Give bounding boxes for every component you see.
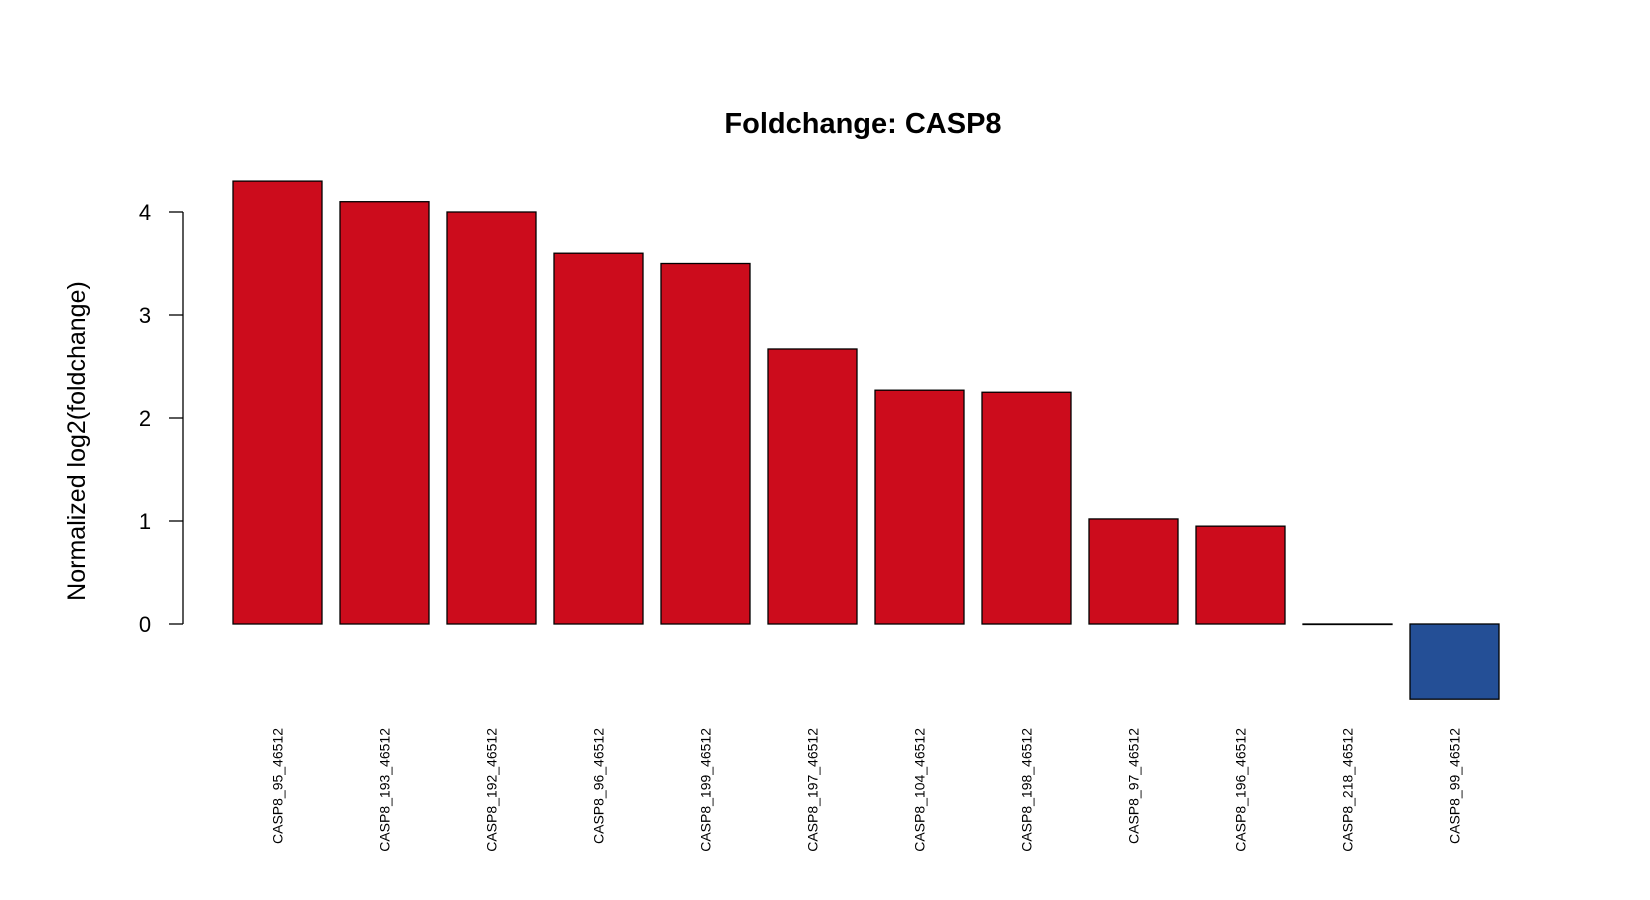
x-tick-label: CASP8_104_46512 [912,728,928,852]
x-tick-label: CASP8_99_46512 [1447,728,1463,844]
x-tick-label: CASP8_198_46512 [1019,728,1035,852]
x-tick-label: CASP8_199_46512 [698,728,714,852]
bar [1409,623,1500,700]
y-tick-label: 3 [139,303,151,328]
y-tick-label: 2 [139,406,151,431]
bar [1088,518,1179,625]
bar [339,201,430,625]
x-tick-label: CASP8_196_46512 [1233,728,1249,852]
y-axis: 0 1 2 3 4 [139,200,184,637]
x-tick-label: CASP8_218_46512 [1340,728,1356,852]
chart-title: Foldchange: CASP8 [724,108,1001,140]
bar [446,211,537,625]
bar [874,389,965,625]
bars-group [232,180,1500,700]
bar [767,348,858,625]
bar [1195,525,1286,625]
y-axis-label: Normalized log2(foldchange) [63,281,91,601]
x-tick-label: CASP8_192_46512 [484,728,500,852]
bar [232,180,323,625]
bar [1302,623,1393,626]
x-tick-label: CASP8_95_46512 [270,728,286,844]
y-tick-label: 1 [139,509,151,534]
y-tick-label: 4 [139,200,151,225]
x-tick-label: CASP8_96_46512 [591,728,607,844]
y-tick-label: 0 [139,612,151,637]
bar [981,391,1072,625]
x-tick-label: CASP8_193_46512 [377,728,393,852]
x-tick-label: CASP8_97_46512 [1126,728,1142,844]
category-labels: CASP8_95_46512 CASP8_193_46512 CASP8_192_4… [270,728,1463,852]
bar [553,252,644,625]
x-tick-label: CASP8_197_46512 [805,728,821,852]
bar [660,262,751,625]
